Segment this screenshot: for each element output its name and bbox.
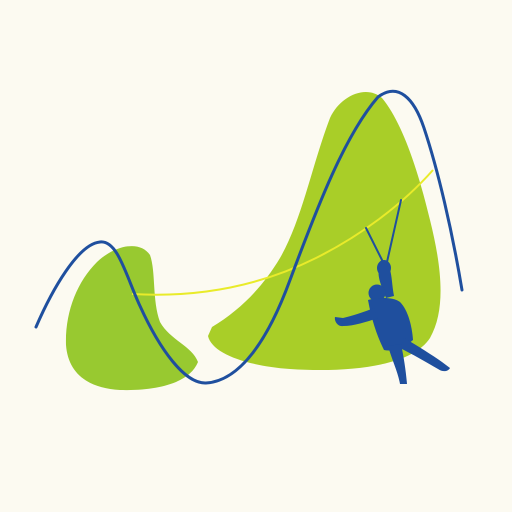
zipline-rider-silhouette (334, 199, 450, 384)
harness-line-left (365, 227, 384, 263)
left-hill-shape (65, 246, 198, 391)
rider-back-leg (400, 338, 450, 372)
harness-line-right (386, 199, 402, 263)
rider-raised-arm (378, 270, 394, 298)
rider-head (368, 284, 386, 302)
rider-torso (368, 298, 413, 351)
mountain-outline-line (34, 89, 464, 385)
rider-front-leg (388, 344, 407, 384)
rider-extended-arm (334, 308, 378, 327)
